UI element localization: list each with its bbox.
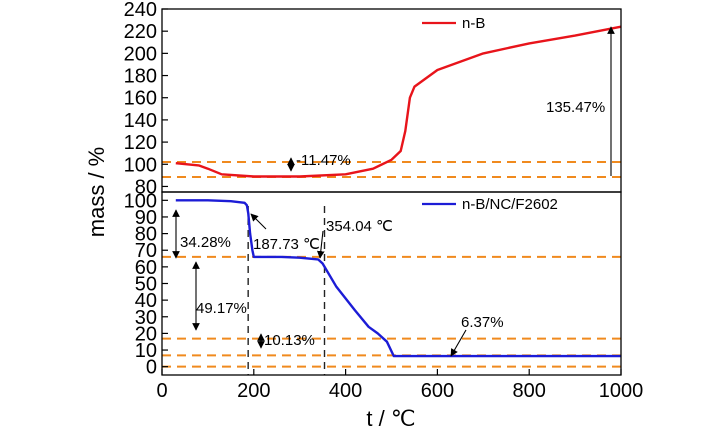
y-tick-label-1-9: 90 (135, 207, 157, 229)
annotation-1-3: 49.17% (196, 300, 247, 317)
x-tick-label-3: 600 (421, 380, 454, 402)
annotation-1-0: 34.28% (180, 234, 231, 251)
x-axis-title: t / ℃ (366, 406, 415, 431)
y-tick-label-0-5: 180 (124, 66, 157, 88)
y-tick-label-0-2: 120 (124, 132, 157, 154)
y-tick-label-0-0: 80 (135, 176, 157, 198)
top-legend-label: n-B (462, 15, 485, 32)
y-tick-label-1-6: 60 (135, 257, 157, 279)
y-tick-label-0-8: 240 (124, 0, 157, 21)
annotation-0-0: -11.47% (296, 152, 351, 169)
annotation-0-1: 135.47% (546, 99, 605, 116)
x-tick-label-1: 200 (237, 380, 270, 402)
y-tick-label-1-7: 70 (135, 240, 157, 262)
y-tick-label-1-10: 100 (124, 190, 157, 212)
arrow-onset-187 (250, 213, 267, 230)
top-legend: n-B (422, 15, 485, 32)
y-tick-label-1-5: 50 (135, 274, 157, 296)
annotation-1-1: 187.73 ℃ (253, 236, 320, 253)
axis-ticks (161, 8, 622, 375)
x-tick-label-4: 800 (513, 380, 546, 402)
series-lines (175, 25, 622, 358)
bottom-legend-label: n-B/NC/F2602 (462, 196, 558, 213)
x-tick-label-0: 0 (156, 380, 167, 402)
arrow-onset-354 (316, 230, 325, 259)
y-axis-title: mass / % (84, 147, 109, 237)
y-tick-label-1-8: 80 (135, 224, 157, 246)
y-tick-label-0-6: 200 (124, 43, 157, 65)
y-tick-label-0-1: 100 (124, 154, 157, 176)
series-line-1-0 (175, 199, 621, 358)
x-tick-label-2: 400 (329, 380, 362, 402)
annotation-arrows (172, 26, 615, 357)
y-tick-label-0-3: 140 (124, 110, 157, 132)
annotation-1-4: 10.13% (264, 332, 315, 349)
bottom-legend: n-B/NC/F2602 (422, 196, 558, 213)
arrow-residue (450, 329, 467, 357)
annotation-1-5: 6.37% (461, 314, 504, 331)
y-tick-label-1-0: 0 (146, 357, 157, 379)
series-line-0-0 (175, 25, 622, 178)
y-tick-label-0-7: 220 (124, 21, 157, 43)
tick-labels: 8010012014016018020022024001020304050607… (124, 0, 644, 402)
annotation-1-2: 354.04 ℃ (326, 218, 393, 235)
annotations: -11.47% 135.47% 34.28% 187.73 ℃ 354.04 ℃ 49.1… (180, 99, 605, 349)
y-tick-label-1-1: 10 (135, 340, 157, 362)
y-tick-label-1-2: 20 (135, 323, 157, 345)
y-tick-label-1-3: 30 (135, 307, 157, 329)
y-tick-label-1-4: 40 (135, 290, 157, 312)
x-tick-label-5: 1000 (599, 380, 644, 402)
y-tick-label-0-4: 160 (124, 88, 157, 110)
reference-lines (162, 161, 621, 375)
